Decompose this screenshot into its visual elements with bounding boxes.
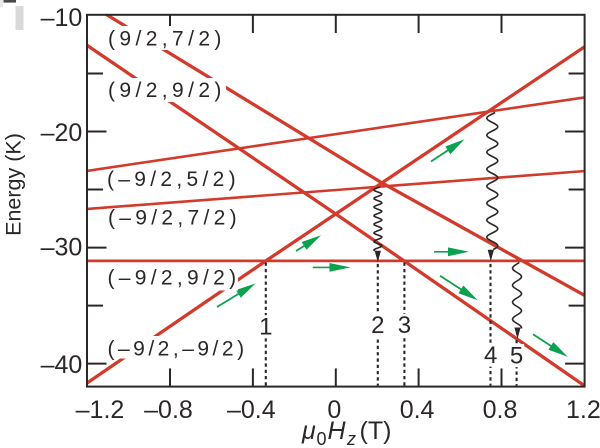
svg-text:–30: –30 bbox=[41, 234, 83, 262]
svg-text:z: z bbox=[346, 429, 356, 448]
svg-text:–10: –10 bbox=[41, 4, 83, 32]
svg-text:(T): (T) bbox=[360, 417, 392, 445]
svg-text:(–9/2,9/2): (–9/2,9/2) bbox=[108, 267, 241, 290]
svg-text:(–9/2,–9/2): (–9/2,–9/2) bbox=[108, 338, 248, 361]
svg-text:0.4: 0.4 bbox=[400, 396, 435, 424]
svg-text:(9/2,7/2): (9/2,7/2) bbox=[108, 27, 226, 50]
svg-text:0: 0 bbox=[317, 429, 327, 448]
svg-text:1.2: 1.2 bbox=[566, 396, 600, 424]
svg-text:–0.8: –0.8 bbox=[144, 396, 193, 424]
svg-text:2: 2 bbox=[371, 312, 384, 339]
svg-text:1: 1 bbox=[259, 314, 272, 341]
svg-text:5: 5 bbox=[510, 343, 523, 370]
svg-text:–0.4: –0.4 bbox=[227, 396, 276, 424]
svg-text:(9/2,9/2): (9/2,9/2) bbox=[108, 79, 226, 102]
svg-text:0: 0 bbox=[327, 396, 341, 424]
svg-text:(–9/2,5/2): (–9/2,5/2) bbox=[107, 168, 240, 191]
svg-text:3: 3 bbox=[398, 312, 411, 339]
svg-text:–20: –20 bbox=[41, 119, 83, 147]
svg-text:4: 4 bbox=[484, 342, 497, 369]
svg-text:–40: –40 bbox=[41, 351, 83, 379]
svg-text:(–9/2,7/2): (–9/2,7/2) bbox=[108, 206, 241, 229]
svg-text:Energy (K): Energy (K) bbox=[2, 133, 26, 236]
svg-text:–1.2: –1.2 bbox=[76, 396, 125, 424]
svg-text:0.8: 0.8 bbox=[483, 396, 518, 424]
svg-text:H: H bbox=[328, 417, 347, 445]
svg-text:μ: μ bbox=[301, 417, 316, 445]
